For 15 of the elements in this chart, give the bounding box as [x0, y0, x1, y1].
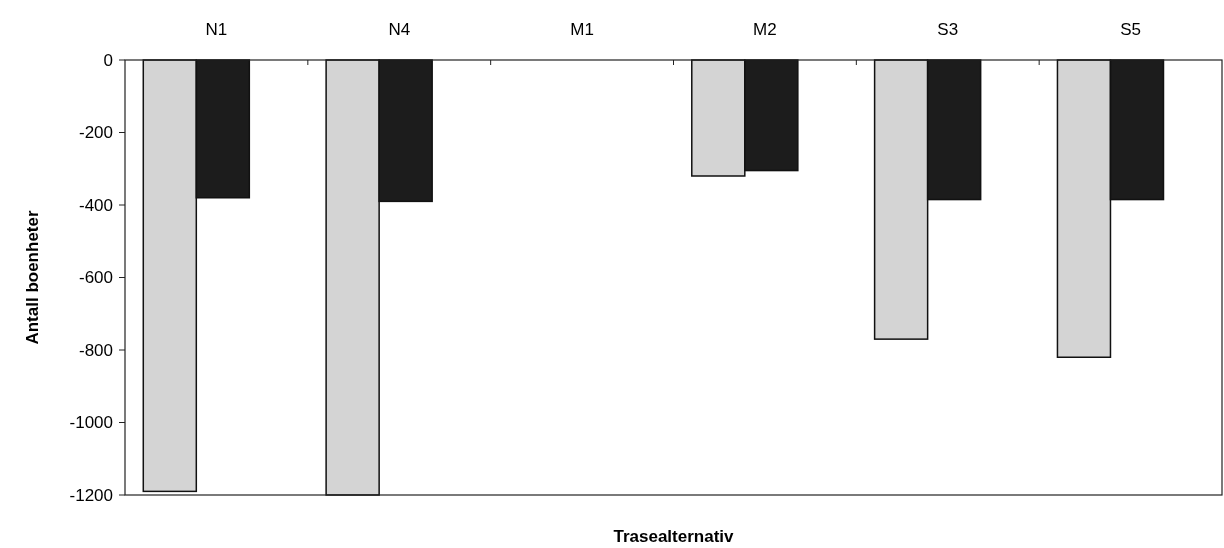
y-tick-label: -1000	[69, 413, 113, 433]
x-tick-label: M1	[570, 20, 594, 39]
y-axis-title: Antall boenheter	[23, 210, 42, 345]
y-tick-label: -1200	[69, 485, 113, 505]
y-tick-label: -600	[78, 268, 113, 288]
y-tick-label: 0	[103, 50, 113, 70]
x-tick-label: M2	[753, 20, 777, 39]
y-tick-label: -200	[78, 123, 113, 143]
x-tick-label: S3	[937, 20, 959, 39]
y-tick-label: -800	[78, 340, 113, 360]
x-tick-label: S5	[1120, 20, 1141, 39]
x-tick-label: N4	[388, 20, 411, 39]
x-axis-title: Trasealternativ	[613, 527, 735, 546]
x-tick-label: N1	[205, 20, 228, 39]
y-tick-label: -400	[78, 195, 113, 215]
